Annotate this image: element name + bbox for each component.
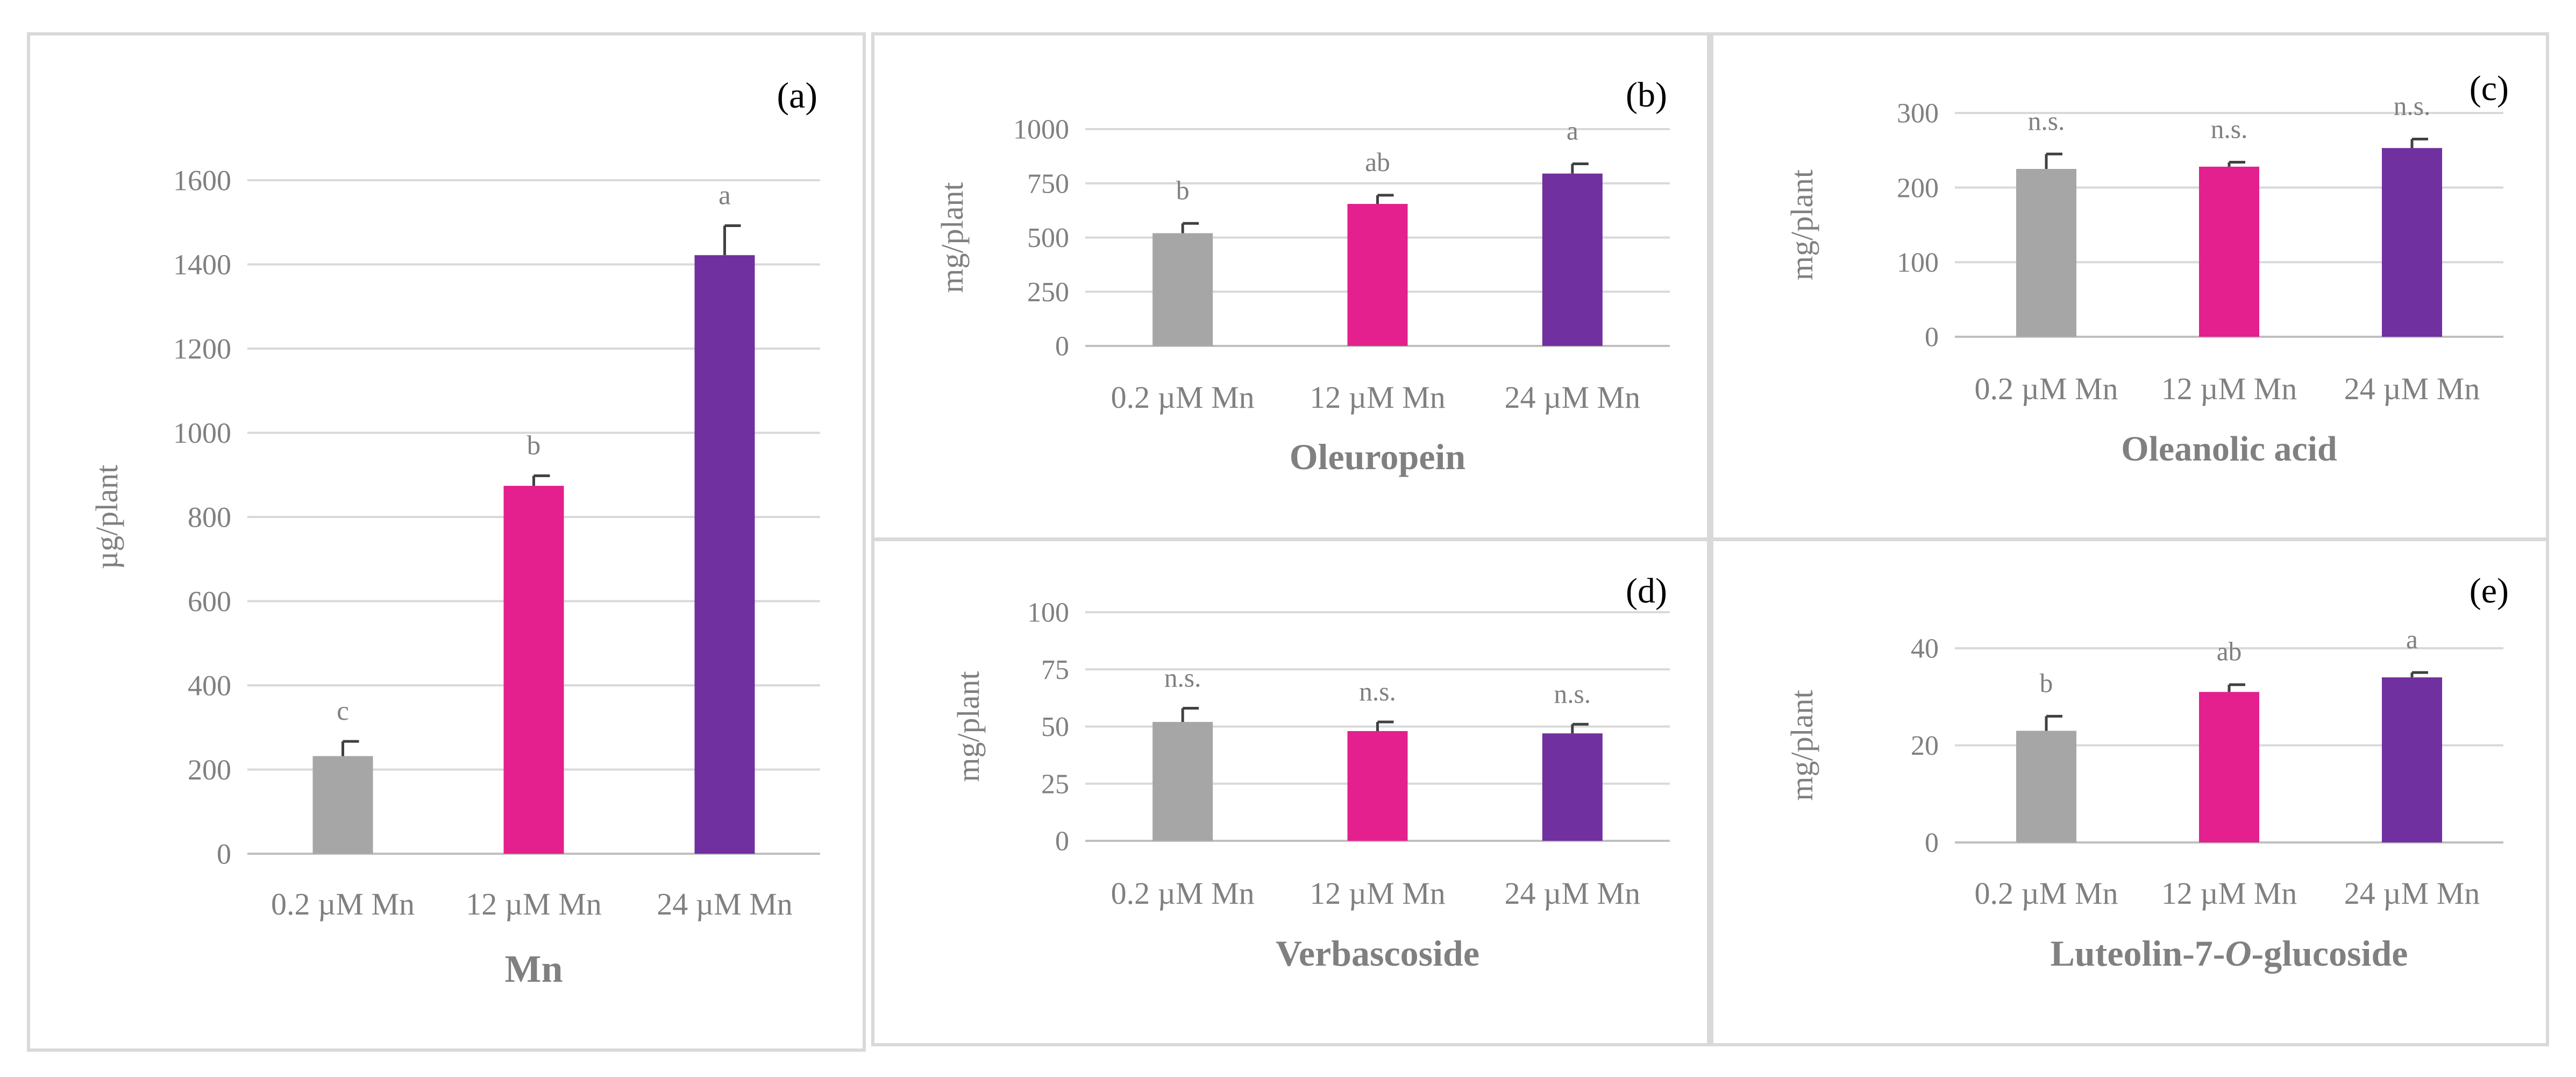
y-tick-label: 500 (1027, 223, 1069, 253)
x-tick-label: 24 µM Mn (2344, 371, 2480, 406)
bar-d-2 (1347, 731, 1408, 841)
panel-label: (a) (777, 75, 817, 116)
x-tick-label: 12 µM Mn (2161, 371, 2297, 406)
x-tick-label: 24 µM Mn (1505, 380, 1641, 415)
y-tick-label: 750 (1027, 168, 1069, 199)
bar-b-2 (1347, 204, 1408, 346)
chart-e: 0 20 40 b 0.2 µM Mn ab 12 µM Mn a 24 µM Mn mg/pla… (1784, 571, 2509, 974)
significance-letter: a (718, 180, 731, 211)
x-tick-label: 0.2 µM Mn (1111, 876, 1255, 911)
chart-title-part: O (2225, 933, 2251, 974)
chart-title: Oleuropein (1290, 436, 1465, 477)
bar-e-3 (2382, 677, 2442, 842)
bar-a-3 (694, 255, 755, 854)
significance-letter: ab (2217, 637, 2242, 667)
x-tick-label: 12 µM Mn (1310, 876, 1446, 911)
significance-letter: a (2406, 625, 2418, 654)
y-tick-label: 0 (1055, 331, 1069, 362)
y-tick-label: 1000 (1013, 115, 1069, 145)
y-tick-label: 100 (1027, 598, 1069, 628)
significance-letter: ab (1365, 147, 1390, 177)
bar-c-1 (2016, 169, 2076, 337)
significance-letter: n.s. (2028, 106, 2065, 136)
y-tick-label: 40 (1911, 634, 1939, 664)
chart-title-part: Luteolin-7- (2051, 933, 2225, 974)
x-tick-label: 24 µM Mn (1505, 876, 1641, 911)
x-tick-label: 12 µM Mn (466, 887, 602, 922)
bar-e-2 (2199, 692, 2259, 842)
significance-letter: c (337, 696, 349, 726)
significance-letter: n.s. (1359, 677, 1396, 706)
significance-letter: a (1567, 116, 1578, 145)
y-tick-label: 1600 (173, 164, 231, 196)
x-tick-label: 12 µM Mn (2161, 876, 2297, 911)
significance-letter: b (527, 430, 541, 460)
bar-d-3 (1542, 733, 1603, 841)
y-tick-label: 1000 (173, 417, 231, 449)
significance-letter: n.s. (1164, 663, 1201, 693)
chart-title-part: Mn (505, 947, 563, 990)
y-tick-label: 20 (1911, 731, 1939, 761)
significance-letter: n.s. (2394, 91, 2431, 121)
y-tick-label: 1200 (173, 332, 231, 365)
bar-c-2 (2199, 166, 2259, 337)
y-tick-label: 50 (1041, 712, 1069, 742)
y-tick-label: 1400 (173, 249, 231, 281)
x-tick-label: 24 µM Mn (2344, 876, 2480, 911)
significance-letter: b (2040, 668, 2053, 698)
y-tick-label: 200 (1897, 173, 1939, 203)
y-axis-label: µg/plant (89, 465, 124, 570)
y-tick-label: 0 (1925, 322, 1939, 353)
y-tick-label: 300 (1897, 98, 1939, 129)
y-tick-label: 250 (1027, 277, 1069, 308)
y-tick-label: 200 (188, 754, 231, 786)
panel-label: (d) (1626, 571, 1667, 611)
panel-label: (c) (2470, 69, 2509, 108)
chart-title: Oleanolic acid (2121, 429, 2337, 469)
chart-title: Luteolin-7-O-glucoside (2051, 933, 2408, 974)
chart-d: 0 25 50 75 100 n.s. 0.2 µM Mn n.s. 12 µM Mn n.s. 2… (951, 571, 1670, 974)
chart-title-part: -glucoside (2252, 933, 2408, 974)
y-tick-label: 400 (188, 669, 231, 702)
y-tick-label: 800 (188, 501, 231, 533)
bar-b-1 (1152, 233, 1213, 346)
chart-title: Verbascoside (1276, 933, 1479, 974)
bar-c-3 (2382, 148, 2442, 337)
chart-a: 0 200 400 600 800 1000 1200 1400 1600 c 0.2 µM Mn b… (89, 75, 820, 990)
chart-c: 0 100 200 300 n.s. 0.2 µM Mn n.s. 12 µM Mn n.s. 2… (1784, 69, 2509, 469)
y-axis-label: mg/plant (935, 182, 970, 293)
chart-b: 0 250 500 750 1000 b 0.2 µM Mn ab 12 µM Mn a 24 µM… (935, 75, 1670, 477)
chart-title-part: Oleanolic acid (2121, 429, 2337, 469)
y-axis-label: mg/plant (1784, 690, 1819, 800)
bar-e-1 (2016, 731, 2076, 842)
y-tick-label: 600 (188, 585, 231, 618)
x-tick-label: 24 µM Mn (657, 887, 793, 922)
y-tick-label: 25 (1041, 769, 1069, 799)
bar-a-1 (312, 756, 373, 854)
x-tick-label: 12 µM Mn (1310, 380, 1446, 415)
panel-label: (e) (2470, 571, 2509, 611)
significance-letter: n.s. (1554, 679, 1591, 708)
x-tick-label: 0.2 µM Mn (1974, 371, 2118, 406)
y-tick-label: 0 (217, 838, 231, 870)
y-axis-label: mg/plant (1784, 169, 1819, 280)
bar-b-3 (1542, 173, 1603, 346)
y-tick-label: 75 (1041, 655, 1069, 685)
chart-title-part: Oleuropein (1290, 436, 1465, 477)
y-tick-label: 0 (1925, 828, 1939, 859)
panel-label: (b) (1626, 75, 1667, 115)
y-axis-label: mg/plant (951, 671, 986, 782)
significance-letter: n.s. (2211, 115, 2248, 144)
bar-d-1 (1152, 722, 1213, 841)
x-tick-label: 0.2 µM Mn (271, 887, 415, 922)
x-tick-label: 0.2 µM Mn (1111, 380, 1255, 415)
y-tick-label: 100 (1897, 247, 1939, 278)
chart-title: Mn (505, 947, 563, 990)
x-tick-label: 0.2 µM Mn (1974, 876, 2118, 911)
y-tick-label: 0 (1055, 826, 1069, 857)
chart-title-part: Verbascoside (1276, 933, 1479, 974)
bar-a-2 (503, 486, 564, 854)
significance-letter: b (1176, 175, 1190, 205)
